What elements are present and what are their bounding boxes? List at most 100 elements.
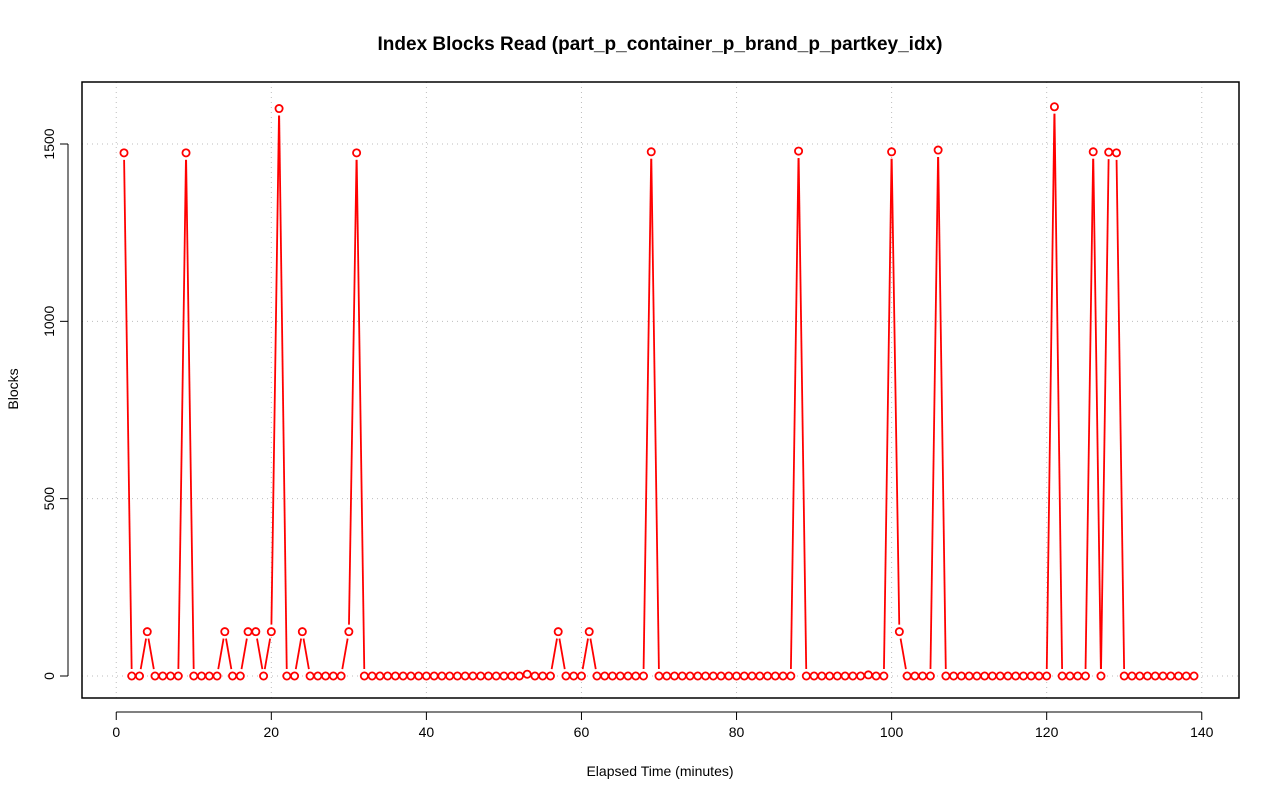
data-point xyxy=(414,671,424,681)
data-point xyxy=(452,671,462,681)
data-point xyxy=(352,148,362,158)
data-point xyxy=(794,146,804,156)
data-point xyxy=(801,671,811,681)
data-point xyxy=(600,671,610,681)
data-point xyxy=(747,671,757,681)
series-segment xyxy=(278,115,288,670)
data-point xyxy=(1026,671,1036,681)
axes: 0 20 40 60 80 100 120 140 0 500 1000 1500 xyxy=(41,128,1214,740)
data-point xyxy=(1181,671,1191,681)
x-tick-label: 0 xyxy=(112,724,120,740)
data-point xyxy=(468,671,478,681)
series-segment xyxy=(1053,113,1063,670)
data-point xyxy=(197,671,207,681)
plot-frame xyxy=(81,81,1240,699)
data-point xyxy=(1173,671,1183,681)
series-segment xyxy=(240,638,248,670)
data-point xyxy=(305,671,315,681)
data-point xyxy=(933,145,943,155)
series-segment xyxy=(937,157,947,670)
data-point xyxy=(739,671,749,681)
data-point xyxy=(367,671,377,681)
data-point xyxy=(1018,671,1028,681)
data-point xyxy=(530,671,540,681)
series-segment xyxy=(558,638,566,670)
data-point xyxy=(437,671,447,681)
data-point xyxy=(1088,147,1098,157)
data-point xyxy=(491,671,501,681)
data-point xyxy=(166,671,176,681)
x-tick-label: 140 xyxy=(1190,724,1214,740)
x-tick-label: 120 xyxy=(1035,724,1059,740)
data-point xyxy=(879,671,889,681)
data-point xyxy=(266,627,276,637)
data-point xyxy=(724,671,734,681)
data-point xyxy=(522,669,532,679)
data-point xyxy=(375,671,385,681)
data-point xyxy=(1065,671,1075,681)
series-segment xyxy=(929,157,939,670)
data-point xyxy=(646,147,656,157)
data-point xyxy=(553,627,563,637)
data-point xyxy=(235,671,245,681)
grid xyxy=(82,82,1239,698)
data-point xyxy=(344,627,354,637)
series-segment xyxy=(355,159,366,670)
data-point xyxy=(902,671,912,681)
data-point xyxy=(1049,102,1059,112)
data-point xyxy=(421,671,431,681)
data-point xyxy=(701,671,711,681)
series-segment xyxy=(899,638,907,670)
y-tick-label: 500 xyxy=(41,487,57,511)
data-point xyxy=(1189,671,1199,681)
data-point xyxy=(1073,671,1083,681)
data-point xyxy=(817,671,827,681)
data-point xyxy=(514,671,524,681)
data-point xyxy=(336,671,346,681)
data-point xyxy=(1003,671,1013,681)
series-segment xyxy=(1115,159,1126,670)
data-point xyxy=(483,671,493,681)
series-segment xyxy=(589,638,597,670)
data-point xyxy=(1057,671,1067,681)
data-point xyxy=(507,671,517,681)
series-segment xyxy=(790,158,800,670)
chart-title: Index Blocks Read (part_p_container_p_br… xyxy=(378,34,943,55)
data-point xyxy=(1111,148,1121,158)
series-segment xyxy=(890,158,901,625)
data-point xyxy=(584,627,594,637)
data-point xyxy=(328,671,338,681)
x-tick-label: 80 xyxy=(729,724,745,740)
data-point xyxy=(631,671,641,681)
data-point xyxy=(623,671,633,681)
data-point xyxy=(189,671,199,681)
data-point xyxy=(677,671,687,681)
data-point xyxy=(693,671,703,681)
data-point xyxy=(429,671,439,681)
data-point xyxy=(243,627,253,637)
data-point xyxy=(887,147,897,157)
data-point xyxy=(390,671,400,681)
x-axis-label: Elapsed Time (minutes) xyxy=(586,763,733,779)
data-point xyxy=(251,627,261,637)
data-point xyxy=(685,671,695,681)
data-point xyxy=(297,627,307,637)
data-point xyxy=(825,671,835,681)
data-point xyxy=(1142,671,1152,681)
series-segment xyxy=(225,638,233,670)
data-point xyxy=(910,671,920,681)
data-point xyxy=(987,671,997,681)
data-point xyxy=(181,148,191,158)
data-point xyxy=(1080,671,1090,681)
data-point xyxy=(135,671,145,681)
series-segment xyxy=(1084,158,1094,670)
data-point xyxy=(786,671,796,681)
x-tick-label: 100 xyxy=(880,724,904,740)
series-segment xyxy=(883,158,893,670)
data-point xyxy=(142,627,152,637)
series-segment xyxy=(263,638,271,670)
series-segment xyxy=(139,638,147,670)
data-point xyxy=(592,671,602,681)
data-point xyxy=(274,104,284,114)
